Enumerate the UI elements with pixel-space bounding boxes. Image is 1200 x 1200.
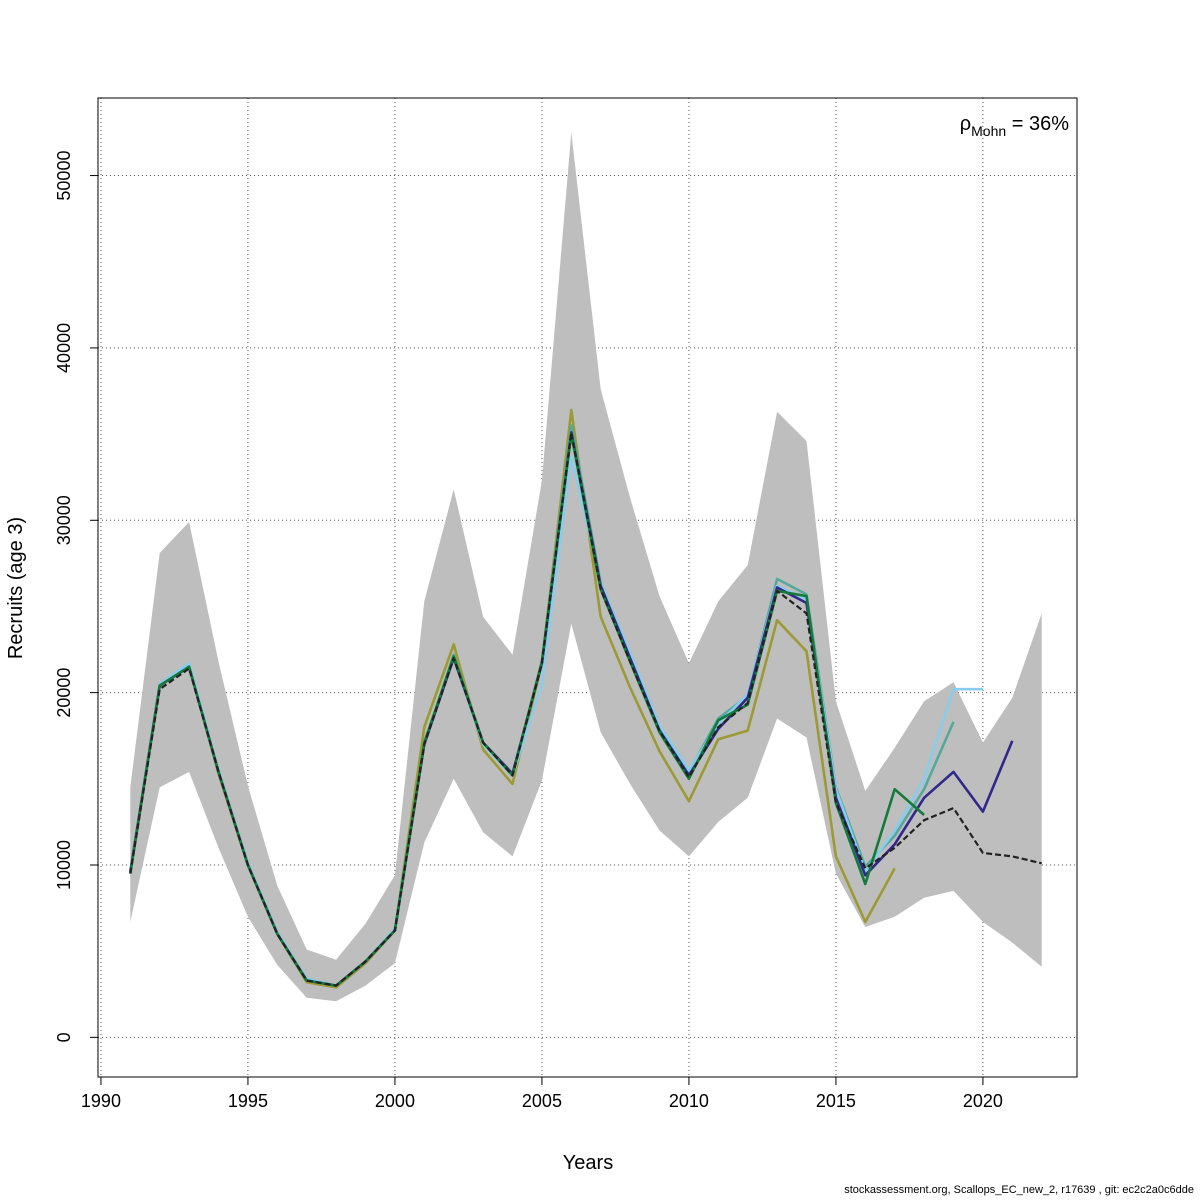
x-tick-label: 2010 xyxy=(669,1091,709,1111)
y-tick-label: 40000 xyxy=(54,323,74,373)
series-line-5 xyxy=(129,432,925,987)
y-tick-label: 30000 xyxy=(54,495,74,545)
x-axis-title: Years xyxy=(563,1152,613,1174)
footer-credit: stockassessment.org, Scallops_EC_new_2, … xyxy=(844,1184,1194,1196)
x-tick-label: 1990 xyxy=(81,1091,121,1111)
x-tick-label: 2020 xyxy=(963,1091,1003,1111)
x-axis: 1990 1995 2000 2005 2010 2015 2020 xyxy=(81,1076,1003,1111)
y-tick-label: 20000 xyxy=(54,668,74,718)
x-tick-label: 2015 xyxy=(816,1091,856,1111)
y-tick-label: 50000 xyxy=(54,151,74,201)
y-axis: 0 10000 20000 30000 40000 50000 xyxy=(54,151,99,1042)
y-tick-label: 10000 xyxy=(54,840,74,890)
y-axis-title: Recruits (age 3) xyxy=(5,517,27,659)
x-tick-label: 2005 xyxy=(522,1091,562,1111)
x-tick-label: 1995 xyxy=(228,1091,268,1111)
rho-symbol: ρ xyxy=(960,113,971,135)
rho-subscript: Mohn xyxy=(971,123,1006,139)
series-line-final xyxy=(129,431,1042,987)
confidence-band-layer xyxy=(130,132,1042,1002)
y-tick-label: 0 xyxy=(54,1032,74,1042)
mohn-rho-annotation: ρMohn = 36% xyxy=(960,113,1069,139)
series-lines-layer xyxy=(129,408,1042,989)
confidence-band xyxy=(130,132,1042,1002)
x-tick-label: 2000 xyxy=(375,1091,415,1111)
rho-value: = 36% xyxy=(1006,113,1069,135)
